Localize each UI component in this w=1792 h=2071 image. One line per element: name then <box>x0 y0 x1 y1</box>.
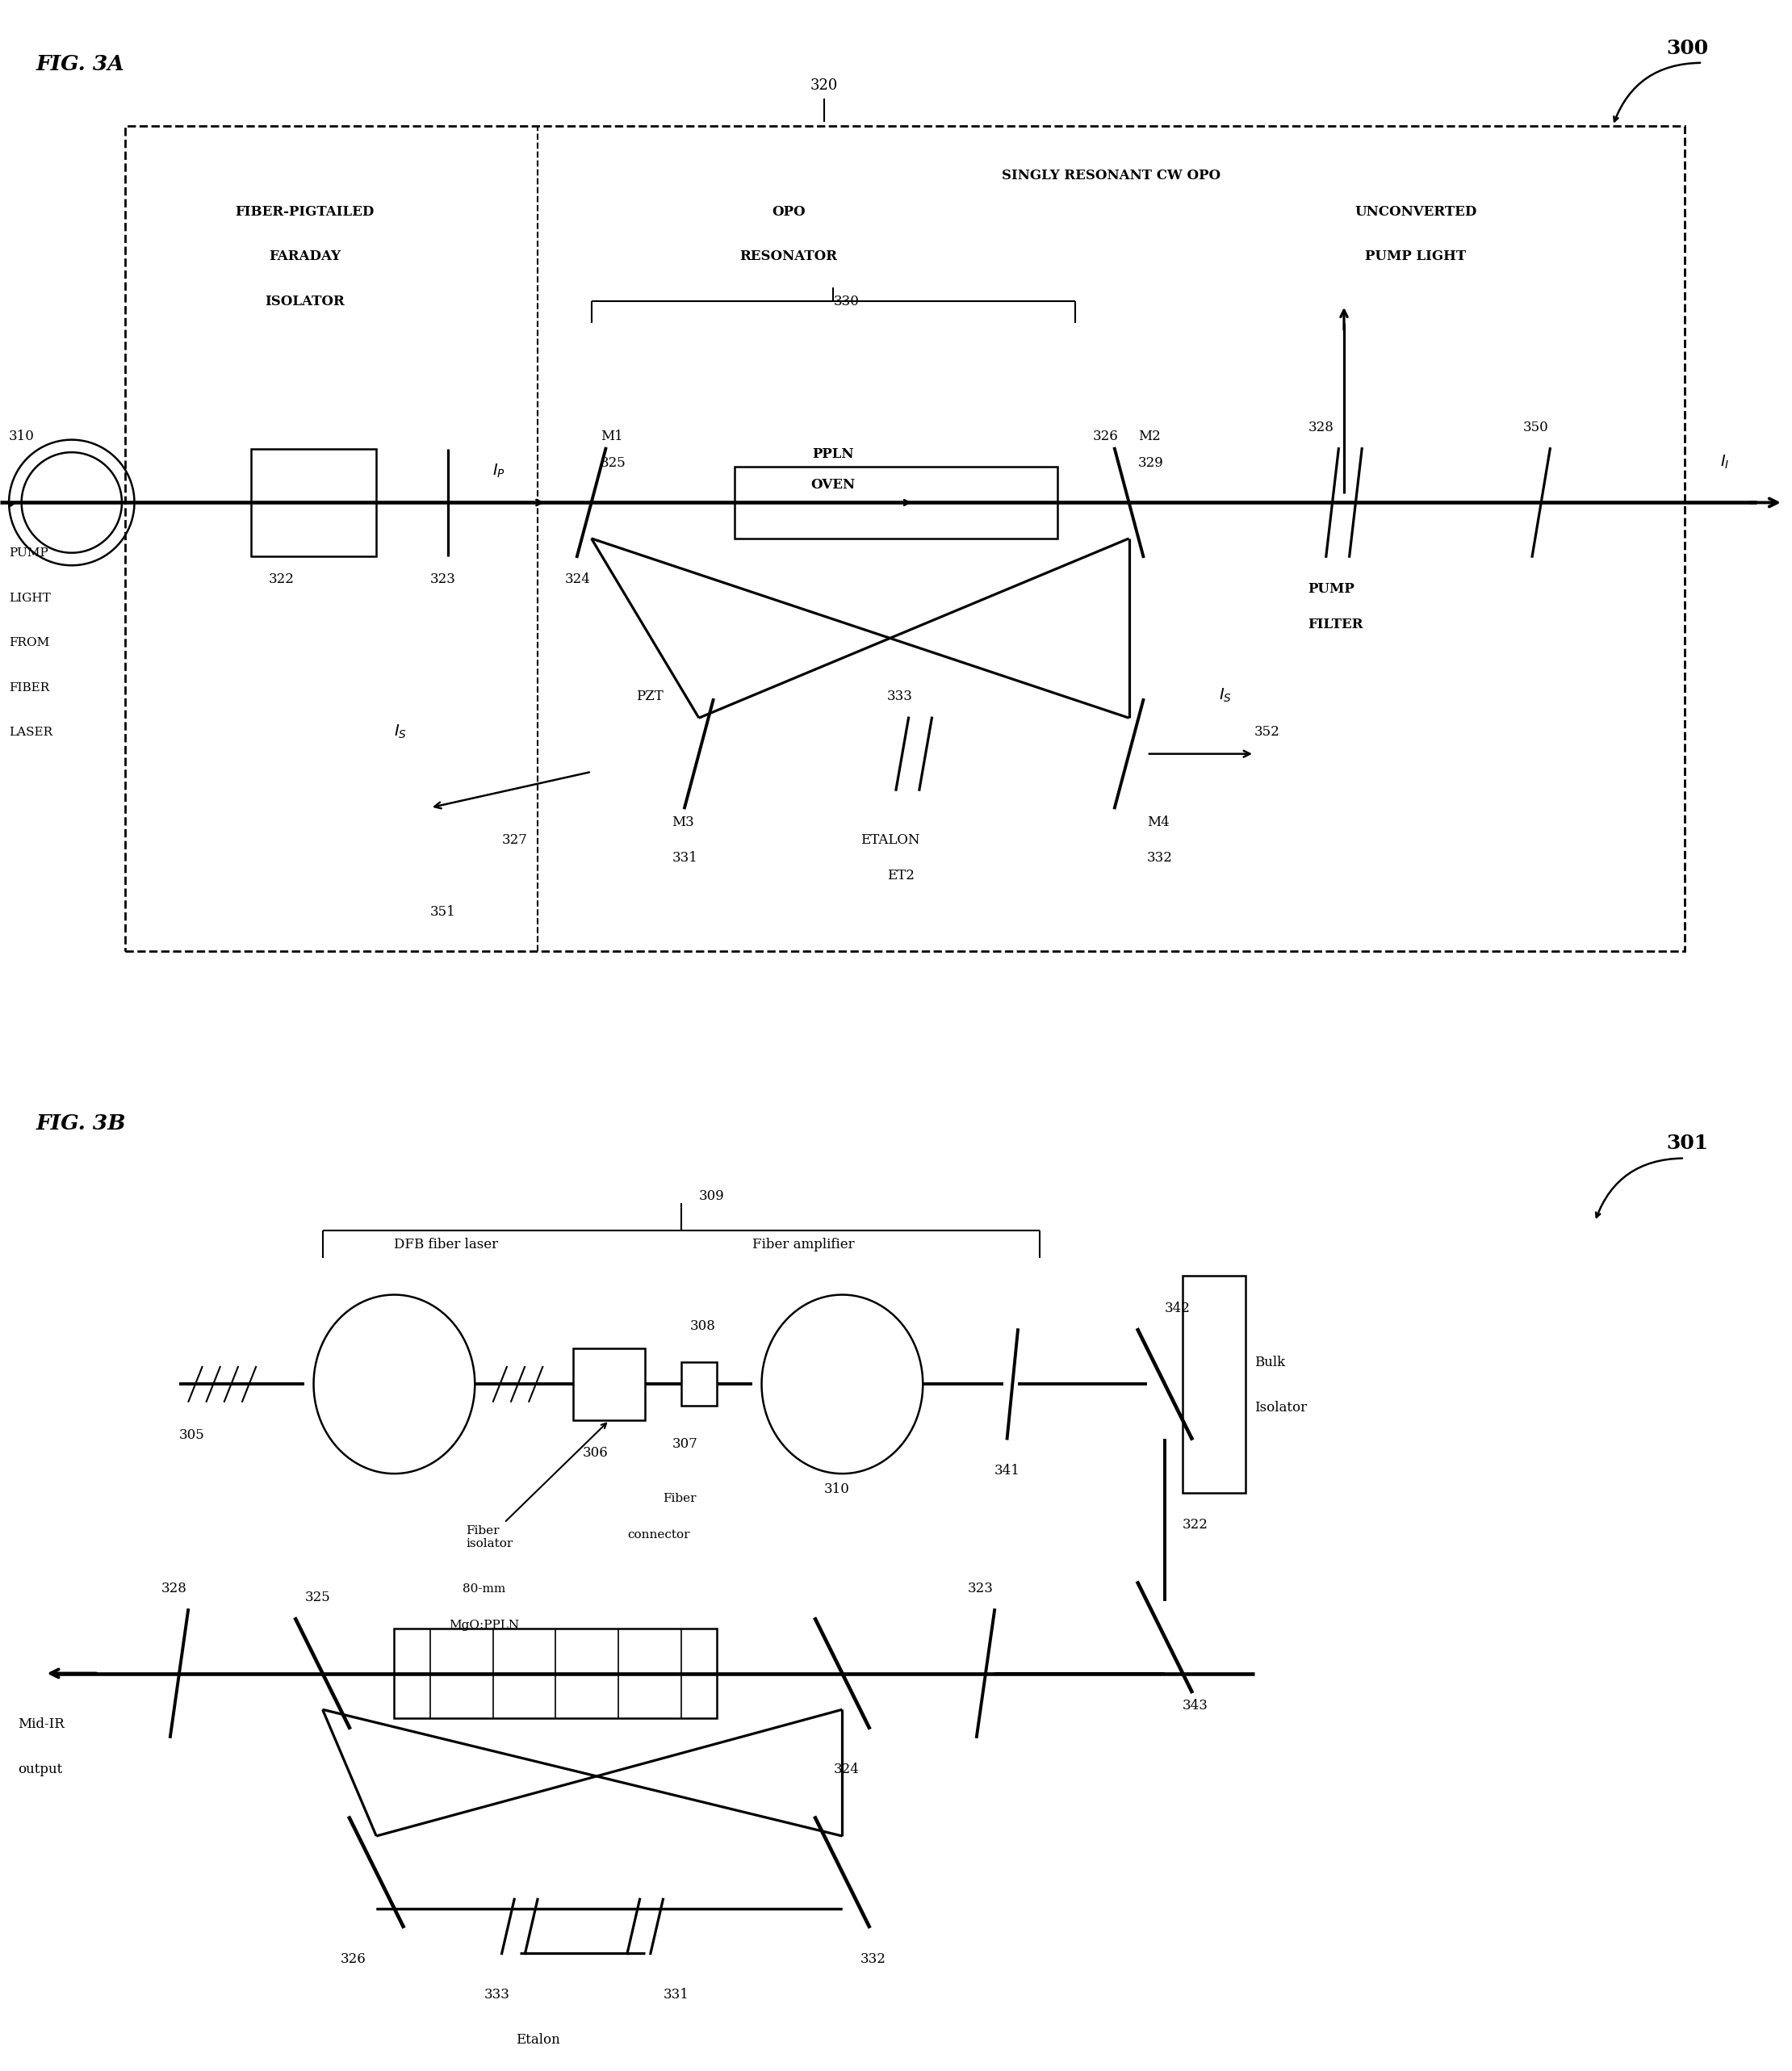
Bar <box>125 126 1684 951</box>
Text: DFB fiber laser: DFB fiber laser <box>394 1238 498 1251</box>
Text: 310: 310 <box>9 429 34 443</box>
Text: M1: M1 <box>600 429 624 443</box>
Text: SINGLY RESONANT CW OPO: SINGLY RESONANT CW OPO <box>1002 170 1220 182</box>
Text: 327: 327 <box>502 833 527 847</box>
Text: FARADAY: FARADAY <box>269 251 340 263</box>
Text: PUMP: PUMP <box>1308 582 1355 596</box>
Text: 333: 333 <box>484 1988 509 2003</box>
Text: 323: 323 <box>968 1582 993 1595</box>
Bar <box>735 466 1057 538</box>
Text: 308: 308 <box>690 1319 715 1334</box>
Text: FIG. 3A: FIG. 3A <box>36 54 124 75</box>
Text: M2: M2 <box>1138 429 1161 443</box>
Bar <box>251 449 376 557</box>
Text: 331: 331 <box>663 1988 688 2003</box>
Text: FIG. 3B: FIG. 3B <box>36 1112 125 1133</box>
Text: 343: 343 <box>1183 1698 1208 1713</box>
Text: Fiber amplifier: Fiber amplifier <box>753 1238 855 1251</box>
Text: 331: 331 <box>672 851 697 866</box>
Text: 301: 301 <box>1667 1135 1708 1154</box>
Text: 324: 324 <box>564 574 590 586</box>
Text: 325: 325 <box>600 456 625 470</box>
Bar <box>1183 1276 1245 1493</box>
Text: PZT: PZT <box>636 690 663 704</box>
Text: 333: 333 <box>887 690 912 704</box>
Text: PPLN: PPLN <box>812 447 855 462</box>
Text: 322: 322 <box>1183 1518 1208 1533</box>
Text: 306: 306 <box>582 1446 607 1460</box>
Text: 322: 322 <box>269 574 294 586</box>
Text: ETALON: ETALON <box>860 833 919 847</box>
Text: 300: 300 <box>1667 39 1708 58</box>
Text: 332: 332 <box>860 1953 885 1965</box>
Text: ET2: ET2 <box>887 870 914 882</box>
Text: RESONATOR: RESONATOR <box>740 251 837 263</box>
Text: Mid-IR: Mid-IR <box>18 1717 65 1731</box>
Text: output: output <box>18 1762 63 1777</box>
Text: FROM: FROM <box>9 638 50 648</box>
Text: OVEN: OVEN <box>812 478 855 491</box>
Text: FIBER: FIBER <box>9 681 50 694</box>
Text: $I_S$: $I_S$ <box>394 723 407 739</box>
Text: 325: 325 <box>305 1591 330 1605</box>
Text: LIGHT: LIGHT <box>9 592 50 605</box>
Text: 352: 352 <box>1254 725 1279 739</box>
Text: MgO:PPLN: MgO:PPLN <box>448 1620 520 1630</box>
Text: PUMP: PUMP <box>9 547 48 559</box>
Bar <box>681 1363 717 1406</box>
Text: 323: 323 <box>430 574 455 586</box>
Text: 329: 329 <box>1138 456 1163 470</box>
Text: ISOLATOR: ISOLATOR <box>265 294 344 309</box>
Text: $I_S$: $I_S$ <box>1219 688 1231 704</box>
Text: 324: 324 <box>833 1762 858 1777</box>
Text: FILTER: FILTER <box>1308 617 1364 632</box>
Text: 326: 326 <box>1093 429 1118 443</box>
Text: 332: 332 <box>1147 851 1172 866</box>
Text: Etalon: Etalon <box>516 2034 559 2046</box>
Text: Isolator: Isolator <box>1254 1400 1306 1414</box>
Text: FIBER-PIGTAILED: FIBER-PIGTAILED <box>235 205 375 220</box>
Text: 341: 341 <box>995 1464 1020 1479</box>
Text: 328: 328 <box>161 1582 186 1595</box>
Text: 351: 351 <box>430 905 455 920</box>
Text: Bulk: Bulk <box>1254 1357 1285 1369</box>
Text: $I_I$: $I_I$ <box>1720 454 1729 470</box>
Text: 307: 307 <box>672 1437 697 1450</box>
Text: 342: 342 <box>1165 1301 1190 1315</box>
Text: Fiber: Fiber <box>663 1493 697 1504</box>
Text: LASER: LASER <box>9 727 52 739</box>
Bar <box>573 1348 645 1421</box>
Text: 328: 328 <box>1308 420 1333 435</box>
Text: 320: 320 <box>810 79 839 93</box>
Text: connector: connector <box>627 1528 690 1541</box>
Text: PUMP LIGHT: PUMP LIGHT <box>1366 251 1466 263</box>
Text: M3: M3 <box>672 816 695 828</box>
Text: 350: 350 <box>1523 420 1548 435</box>
Text: 330: 330 <box>833 294 858 309</box>
Text: 326: 326 <box>340 1953 366 1965</box>
Bar <box>394 1628 717 1719</box>
Text: M4: M4 <box>1147 816 1168 828</box>
Text: OPO: OPO <box>772 205 805 220</box>
Text: 305: 305 <box>179 1427 204 1441</box>
Text: UNCONVERTED: UNCONVERTED <box>1355 205 1477 220</box>
Text: 309: 309 <box>699 1189 724 1203</box>
Text: $I_P$: $I_P$ <box>493 462 505 480</box>
Text: 80-mm: 80-mm <box>462 1582 505 1595</box>
Text: 310: 310 <box>824 1483 849 1495</box>
Text: Fiber
isolator: Fiber isolator <box>466 1423 606 1549</box>
